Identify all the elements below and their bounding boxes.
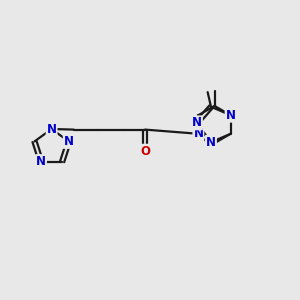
Text: N: N <box>206 136 216 149</box>
Text: N: N <box>36 155 46 168</box>
Text: N: N <box>226 109 236 122</box>
Text: N: N <box>194 127 203 140</box>
Text: N: N <box>46 122 57 136</box>
Text: O: O <box>140 145 150 158</box>
Text: N: N <box>192 116 202 129</box>
Text: N: N <box>64 135 74 148</box>
